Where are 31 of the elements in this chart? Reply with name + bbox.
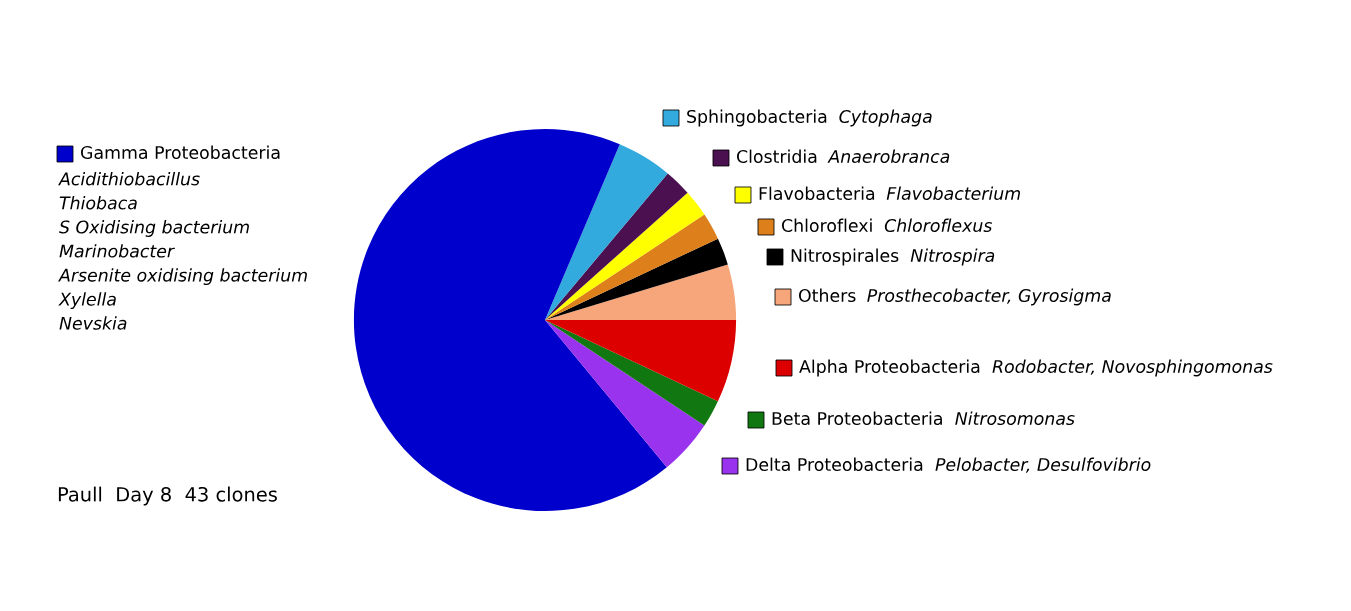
text: Nitrospira (910, 248, 995, 266)
pie-slice (545, 320, 737, 402)
legend-label: Others (798, 288, 856, 303)
pie-slice (353, 128, 667, 512)
legend-label: Nitrospirales (791, 248, 899, 266)
text: Acidithiobacillus Thiobaca S Oxidising bacterium Marinobacter Arsenite oxidising bacterium Xylella Nevskia (58, 172, 307, 330)
text: Rodobacter, Novosphingomonas (992, 359, 1273, 377)
text: Prosthecobacter, Gyrosigma (867, 288, 1111, 306)
pie-slice (545, 192, 705, 320)
text: Chloroflexus (884, 218, 993, 233)
pie-slice (545, 173, 688, 320)
legend-label: Alpha Proteobacteria (799, 359, 980, 377)
legend-label: Beta Proteobacteria (772, 411, 942, 426)
text: Cytophaga (839, 109, 932, 127)
pie-slice (545, 264, 737, 320)
text: Anaerobranca (827, 149, 950, 164)
legend-label: Sphingobacteria (687, 109, 827, 127)
pie-slice (545, 144, 668, 320)
text: Flavobacterium (886, 186, 1020, 201)
legend-label: Delta Proteobacteria (746, 457, 923, 472)
pie-slice (545, 320, 718, 426)
legend-label: Chloroflexi (781, 218, 872, 233)
text: Paull Day 8 43 clones (58, 486, 277, 506)
pie-slice (545, 214, 718, 320)
text: Nitrosomonas (955, 411, 1075, 426)
pie-slice (545, 238, 728, 320)
legend-label: Flavobacteria (759, 186, 875, 201)
legend-label: Clostridia (736, 149, 817, 164)
pie-slice (545, 320, 705, 468)
text: Pelobacter, Desulfovibrio (935, 457, 1151, 473)
legend-label: Gamma Proteobacteria (80, 145, 280, 160)
